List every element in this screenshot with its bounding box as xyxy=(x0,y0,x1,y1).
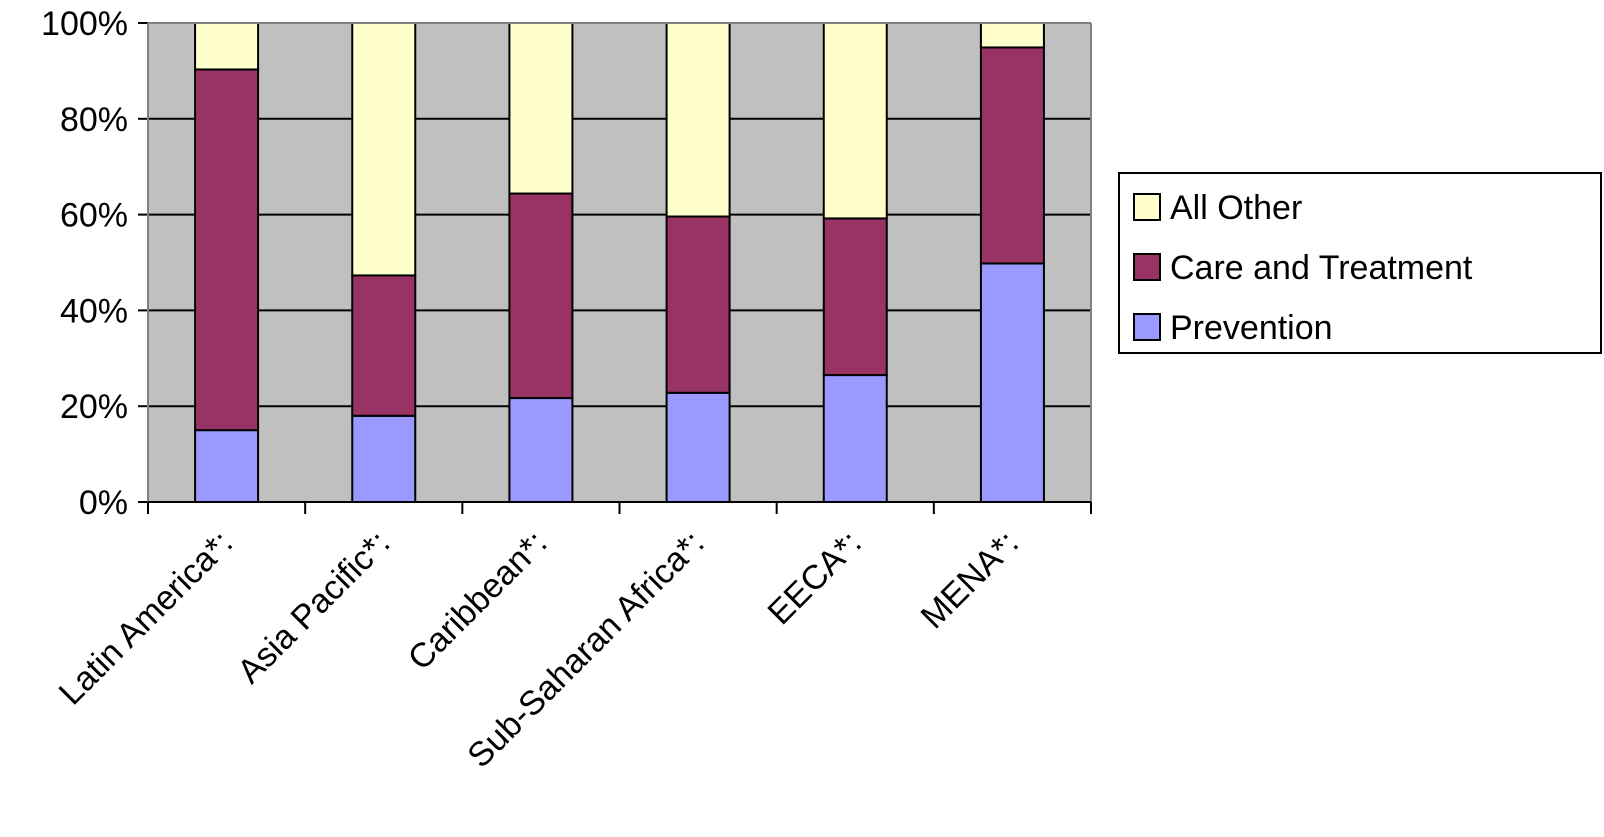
legend-box xyxy=(1118,172,1602,354)
x-tick-label: MENA*: xyxy=(914,524,1026,636)
bar-segment-care-and-treatment xyxy=(822,217,888,377)
y-axis-tick-labels: 0% 20% 40% 60% 80% 100% xyxy=(41,5,128,522)
x-tick-label: Asia Pacific*: xyxy=(230,524,397,691)
y-tick-label: 60% xyxy=(60,197,128,235)
x-tick-label: Caribbean*: xyxy=(401,524,555,678)
bar-segment-prevention xyxy=(665,391,731,503)
bar-segment-care-and-treatment xyxy=(194,68,260,432)
y-tick-label: 0% xyxy=(79,484,128,522)
x-tick-label: Latin America*: xyxy=(52,524,241,713)
bar-segment-prevention xyxy=(508,397,574,504)
legend-label: All Other xyxy=(1170,189,1302,227)
legend-swatch xyxy=(1133,193,1161,221)
x-axis-tick-labels: Latin America*:Asia Pacific*: Caribbean*:… xyxy=(52,524,1026,775)
y-tick-label: 100% xyxy=(41,5,128,43)
x-tick-label: EECA*: xyxy=(761,524,869,632)
bar-segment-prevention xyxy=(351,414,417,503)
bar-segment-prevention xyxy=(194,429,260,503)
legend: All Other Care and Treatment Prevention xyxy=(1118,172,1602,354)
bar-segment-care-and-treatment xyxy=(979,46,1045,265)
legend-label: Care and Treatment xyxy=(1170,249,1473,287)
y-tick-label: 80% xyxy=(60,101,128,139)
bar-segment-all-other xyxy=(508,22,574,195)
bar-segment-care-and-treatment xyxy=(508,192,574,400)
legend-label: Prevention xyxy=(1170,309,1333,347)
bars xyxy=(194,22,1045,504)
bar-segment-all-other xyxy=(979,22,1045,49)
plot-area xyxy=(148,23,1091,502)
legend-swatch xyxy=(1133,313,1161,341)
bar-segment-all-other xyxy=(665,22,731,218)
bar-segment-all-other xyxy=(822,22,888,220)
bar-segment-all-other xyxy=(351,22,417,277)
y-tick-label: 40% xyxy=(60,292,128,330)
bar-segment-prevention xyxy=(979,262,1045,504)
legend-swatch xyxy=(1133,253,1161,281)
bar-segment-care-and-treatment xyxy=(351,274,417,417)
bar-segment-prevention xyxy=(822,374,888,503)
axes xyxy=(138,22,1092,514)
bar-segment-all-other xyxy=(194,22,260,71)
y-tick-label: 20% xyxy=(60,388,128,426)
bar-segment-care-and-treatment xyxy=(665,215,731,394)
